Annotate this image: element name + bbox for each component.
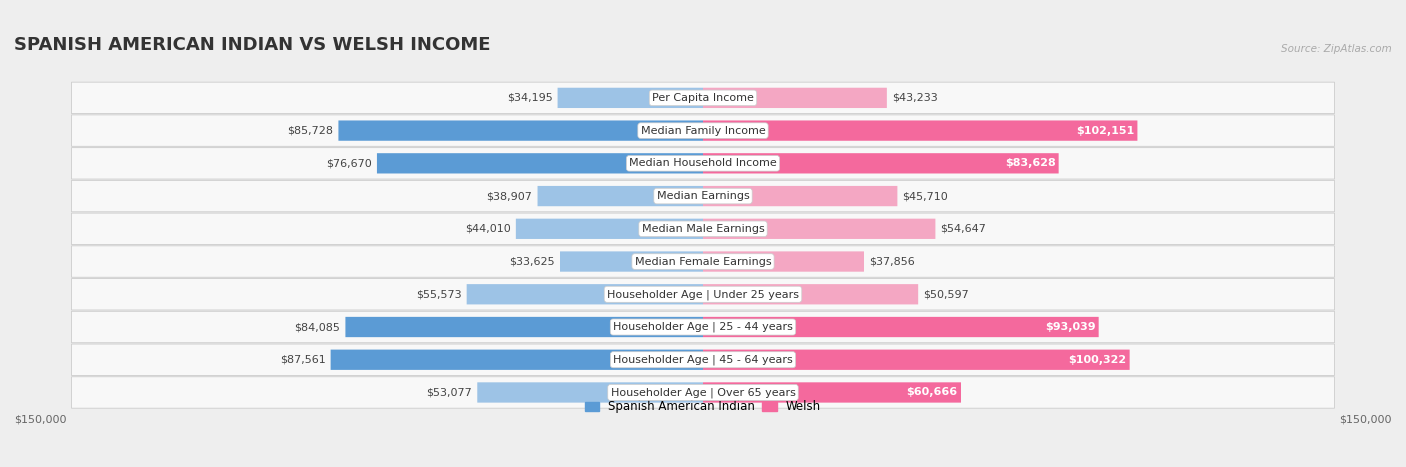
- FancyBboxPatch shape: [72, 377, 1334, 408]
- Text: $45,710: $45,710: [903, 191, 948, 201]
- Text: Householder Age | 25 - 44 years: Householder Age | 25 - 44 years: [613, 322, 793, 332]
- FancyBboxPatch shape: [377, 153, 703, 173]
- FancyBboxPatch shape: [72, 82, 1334, 113]
- FancyBboxPatch shape: [346, 317, 703, 337]
- FancyBboxPatch shape: [72, 148, 1334, 179]
- FancyBboxPatch shape: [477, 382, 703, 403]
- Text: Median Household Income: Median Household Income: [628, 158, 778, 168]
- FancyBboxPatch shape: [703, 219, 935, 239]
- Text: $76,670: $76,670: [326, 158, 371, 168]
- Text: SPANISH AMERICAN INDIAN VS WELSH INCOME: SPANISH AMERICAN INDIAN VS WELSH INCOME: [14, 35, 491, 54]
- FancyBboxPatch shape: [537, 186, 703, 206]
- Text: Householder Age | Under 25 years: Householder Age | Under 25 years: [607, 289, 799, 299]
- Text: $43,233: $43,233: [891, 93, 938, 103]
- FancyBboxPatch shape: [703, 153, 1059, 173]
- Text: $55,573: $55,573: [416, 289, 461, 299]
- Text: $33,625: $33,625: [509, 256, 555, 267]
- Text: $83,628: $83,628: [1005, 158, 1056, 168]
- Text: $37,856: $37,856: [869, 256, 915, 267]
- Text: Median Female Earnings: Median Female Earnings: [634, 256, 772, 267]
- FancyBboxPatch shape: [72, 311, 1334, 343]
- FancyBboxPatch shape: [516, 219, 703, 239]
- Text: $93,039: $93,039: [1045, 322, 1095, 332]
- Text: Householder Age | 45 - 64 years: Householder Age | 45 - 64 years: [613, 354, 793, 365]
- Text: Median Earnings: Median Earnings: [657, 191, 749, 201]
- FancyBboxPatch shape: [703, 251, 865, 272]
- Text: $50,597: $50,597: [924, 289, 969, 299]
- FancyBboxPatch shape: [703, 186, 897, 206]
- FancyBboxPatch shape: [558, 88, 703, 108]
- FancyBboxPatch shape: [72, 180, 1334, 212]
- FancyBboxPatch shape: [560, 251, 703, 272]
- Text: Householder Age | Over 65 years: Householder Age | Over 65 years: [610, 387, 796, 398]
- FancyBboxPatch shape: [72, 115, 1334, 146]
- Text: Median Male Earnings: Median Male Earnings: [641, 224, 765, 234]
- Text: $54,647: $54,647: [941, 224, 987, 234]
- Text: $87,561: $87,561: [280, 355, 326, 365]
- Text: $100,322: $100,322: [1069, 355, 1126, 365]
- Text: $60,666: $60,666: [907, 388, 957, 397]
- FancyBboxPatch shape: [467, 284, 703, 304]
- Text: $102,151: $102,151: [1076, 126, 1135, 135]
- Text: $34,195: $34,195: [506, 93, 553, 103]
- Text: $150,000: $150,000: [1340, 414, 1392, 425]
- Text: Median Family Income: Median Family Income: [641, 126, 765, 135]
- FancyBboxPatch shape: [72, 213, 1334, 245]
- FancyBboxPatch shape: [703, 284, 918, 304]
- FancyBboxPatch shape: [703, 350, 1129, 370]
- Text: Source: ZipAtlas.com: Source: ZipAtlas.com: [1281, 44, 1392, 54]
- Text: $53,077: $53,077: [426, 388, 472, 397]
- Text: $85,728: $85,728: [287, 126, 333, 135]
- FancyBboxPatch shape: [703, 317, 1098, 337]
- FancyBboxPatch shape: [703, 88, 887, 108]
- FancyBboxPatch shape: [330, 350, 703, 370]
- FancyBboxPatch shape: [72, 344, 1334, 375]
- Text: $44,010: $44,010: [465, 224, 510, 234]
- Text: Per Capita Income: Per Capita Income: [652, 93, 754, 103]
- FancyBboxPatch shape: [339, 120, 703, 141]
- Legend: Spanish American Indian, Welsh: Spanish American Indian, Welsh: [581, 396, 825, 418]
- FancyBboxPatch shape: [703, 382, 960, 403]
- Text: $38,907: $38,907: [486, 191, 533, 201]
- FancyBboxPatch shape: [703, 120, 1137, 141]
- Text: $150,000: $150,000: [14, 414, 66, 425]
- FancyBboxPatch shape: [72, 246, 1334, 277]
- FancyBboxPatch shape: [72, 278, 1334, 310]
- Text: $84,085: $84,085: [294, 322, 340, 332]
